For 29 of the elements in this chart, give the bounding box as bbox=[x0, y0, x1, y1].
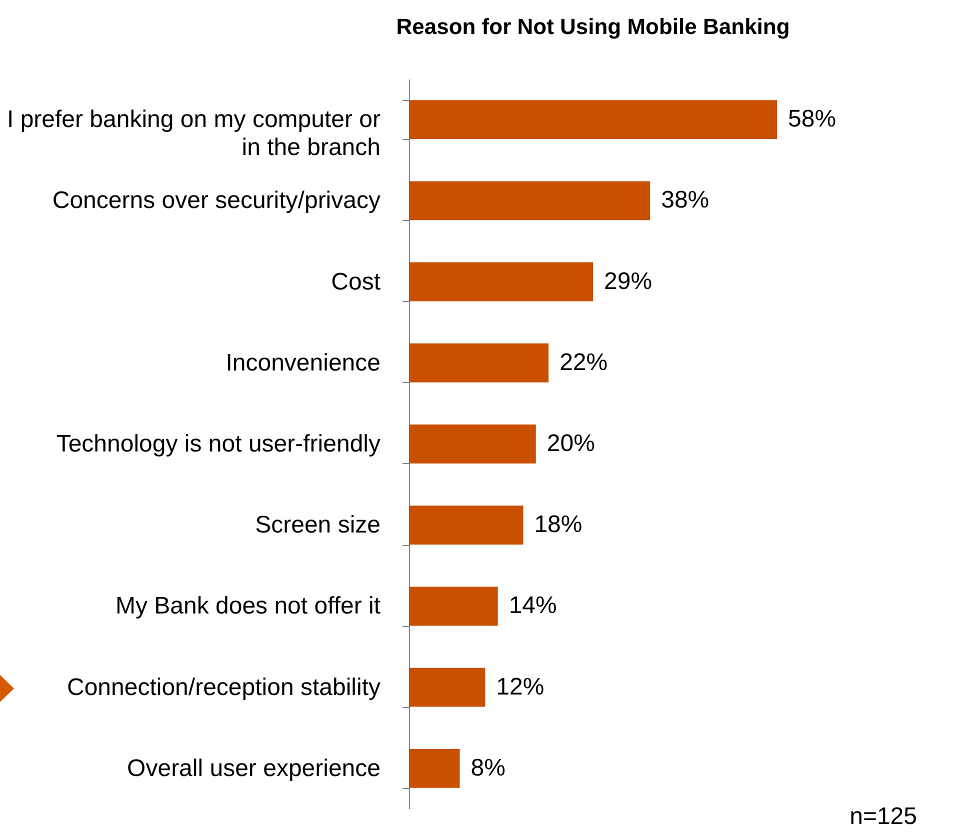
y-tick-label: My Bank does not offer it bbox=[115, 592, 381, 620]
bar bbox=[409, 586, 498, 626]
bar bbox=[409, 100, 777, 140]
bar bbox=[409, 343, 549, 382]
data-label: 22% bbox=[560, 348, 608, 376]
y-tick-label: Connection/reception stability bbox=[66, 674, 380, 701]
bar bbox=[409, 668, 486, 707]
y-tick-label: Overall user experience bbox=[127, 754, 380, 782]
bar bbox=[409, 748, 460, 788]
text: n=125 bbox=[850, 803, 917, 831]
bar bbox=[409, 424, 536, 464]
y-tick-label: I prefer banking on my computer or in the branch bbox=[6, 106, 381, 162]
bar bbox=[409, 262, 593, 302]
data-label: 38% bbox=[661, 186, 710, 214]
y-tick-label: Cost bbox=[331, 268, 381, 296]
y-tick-label: Concerns over security/privacy bbox=[52, 187, 380, 214]
data-label: 20% bbox=[546, 430, 595, 457]
data-label: 8% bbox=[470, 754, 506, 782]
bar bbox=[409, 181, 650, 220]
bar bbox=[409, 506, 524, 545]
data-label: 29% bbox=[604, 268, 652, 295]
data-label: 58% bbox=[788, 106, 836, 133]
y-tick-label: Inconvenience bbox=[226, 349, 380, 376]
data-label: 14% bbox=[508, 592, 557, 620]
y-tick-label: Technology is not user-friendly bbox=[56, 430, 380, 458]
data-label: 12% bbox=[496, 673, 544, 700]
y-tick-label: Screen size bbox=[255, 512, 380, 539]
chart-title: Reason for Not Using Mobile Banking bbox=[396, 14, 790, 39]
data-label: 18% bbox=[534, 511, 582, 538]
